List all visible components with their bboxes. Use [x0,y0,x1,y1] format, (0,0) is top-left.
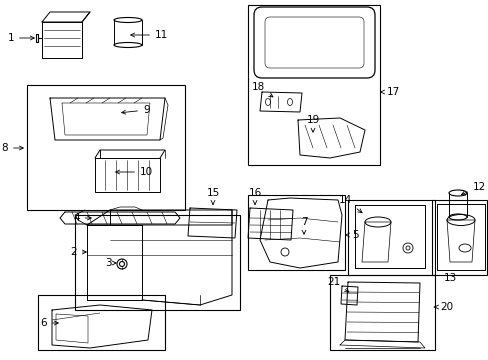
Text: 11: 11 [130,30,168,40]
Bar [329,275,434,350]
Bar [38,295,164,350]
Text: 17: 17 [380,87,400,97]
Bar [247,195,345,270]
Text: 20: 20 [433,302,452,312]
Bar [27,85,184,210]
Text: 5: 5 [345,230,358,240]
Bar [431,200,486,275]
Text: 10: 10 [116,167,153,177]
Text: 7: 7 [300,217,306,234]
Bar [247,5,379,165]
Text: 15: 15 [206,188,219,204]
Bar [75,215,240,310]
Text: 8: 8 [1,143,23,153]
Text: 16: 16 [248,188,261,204]
Text: 13: 13 [443,273,456,283]
Bar [347,200,434,275]
Text: 2: 2 [70,247,86,257]
Text: 21: 21 [326,277,348,292]
Text: 9: 9 [122,105,149,115]
Text: 6: 6 [40,318,58,328]
Text: 14: 14 [338,195,361,213]
Text: 3: 3 [105,258,116,268]
Text: 12: 12 [461,182,485,195]
Text: 19: 19 [306,115,319,132]
Text: 4: 4 [73,213,91,223]
Text: 18: 18 [251,82,272,97]
Text: 1: 1 [7,33,34,43]
